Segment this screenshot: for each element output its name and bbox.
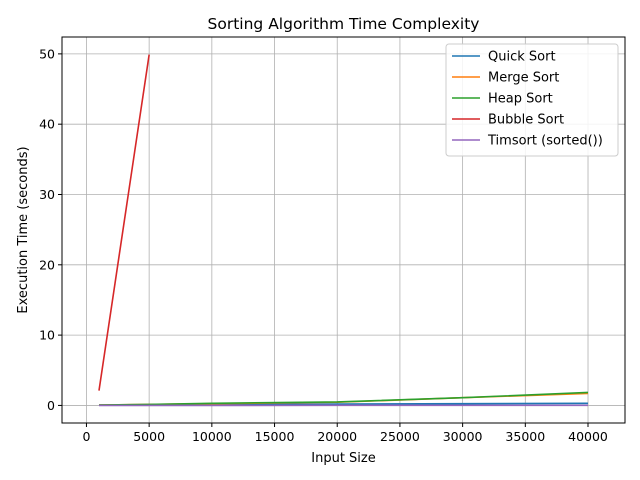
x-tick-label: 0 [82, 429, 90, 444]
y-tick-label: 30 [39, 187, 55, 202]
y-tick-label: 0 [47, 398, 55, 413]
y-tick-label: 10 [39, 328, 55, 343]
x-tick-label: 15000 [255, 429, 295, 444]
series-lines [98, 54, 589, 407]
y-axis-ticks: 0 10 20 30 40 50 [39, 46, 62, 413]
y-tick-label: 20 [39, 257, 55, 272]
chart-title: Sorting Algorithm Time Complexity [208, 15, 480, 33]
x-tick-label: 10000 [192, 429, 232, 444]
x-axis-ticks: 0 5000 10000 15000 20000 25000 30000 35000 40000 [82, 423, 608, 444]
x-tick-label: 40000 [568, 429, 608, 444]
x-axis-label: Input Size [311, 451, 375, 466]
legend-label-merge-sort: Merge Sort [488, 71, 559, 86]
y-tick-label: 40 [39, 117, 55, 132]
x-tick-label: 25000 [380, 429, 420, 444]
legend: Quick Sort Merge Sort Heap Sort Bubble Sort… [445, 43, 619, 157]
legend-label-bubble-sort: Bubble Sort [488, 113, 564, 128]
legend-label-heap-sort: Heap Sort [488, 92, 553, 107]
y-axis-label: Execution Time (seconds) [16, 146, 31, 313]
legend-box [445, 43, 619, 157]
x-tick-label: 30000 [443, 429, 483, 444]
x-tick-label: 35000 [505, 429, 545, 444]
x-tick-label: 20000 [317, 429, 357, 444]
plot-area-frame [61, 36, 626, 424]
legend-label-timsort-sorted: Timsort (sorted()) [487, 134, 603, 149]
y-tick-label: 50 [39, 46, 55, 61]
series-line-bubble-sort [98, 54, 150, 391]
legend-label-quick-sort: Quick Sort [488, 50, 556, 65]
series-line-heap-sort [98, 391, 589, 406]
x-tick-label: 5000 [133, 429, 165, 444]
